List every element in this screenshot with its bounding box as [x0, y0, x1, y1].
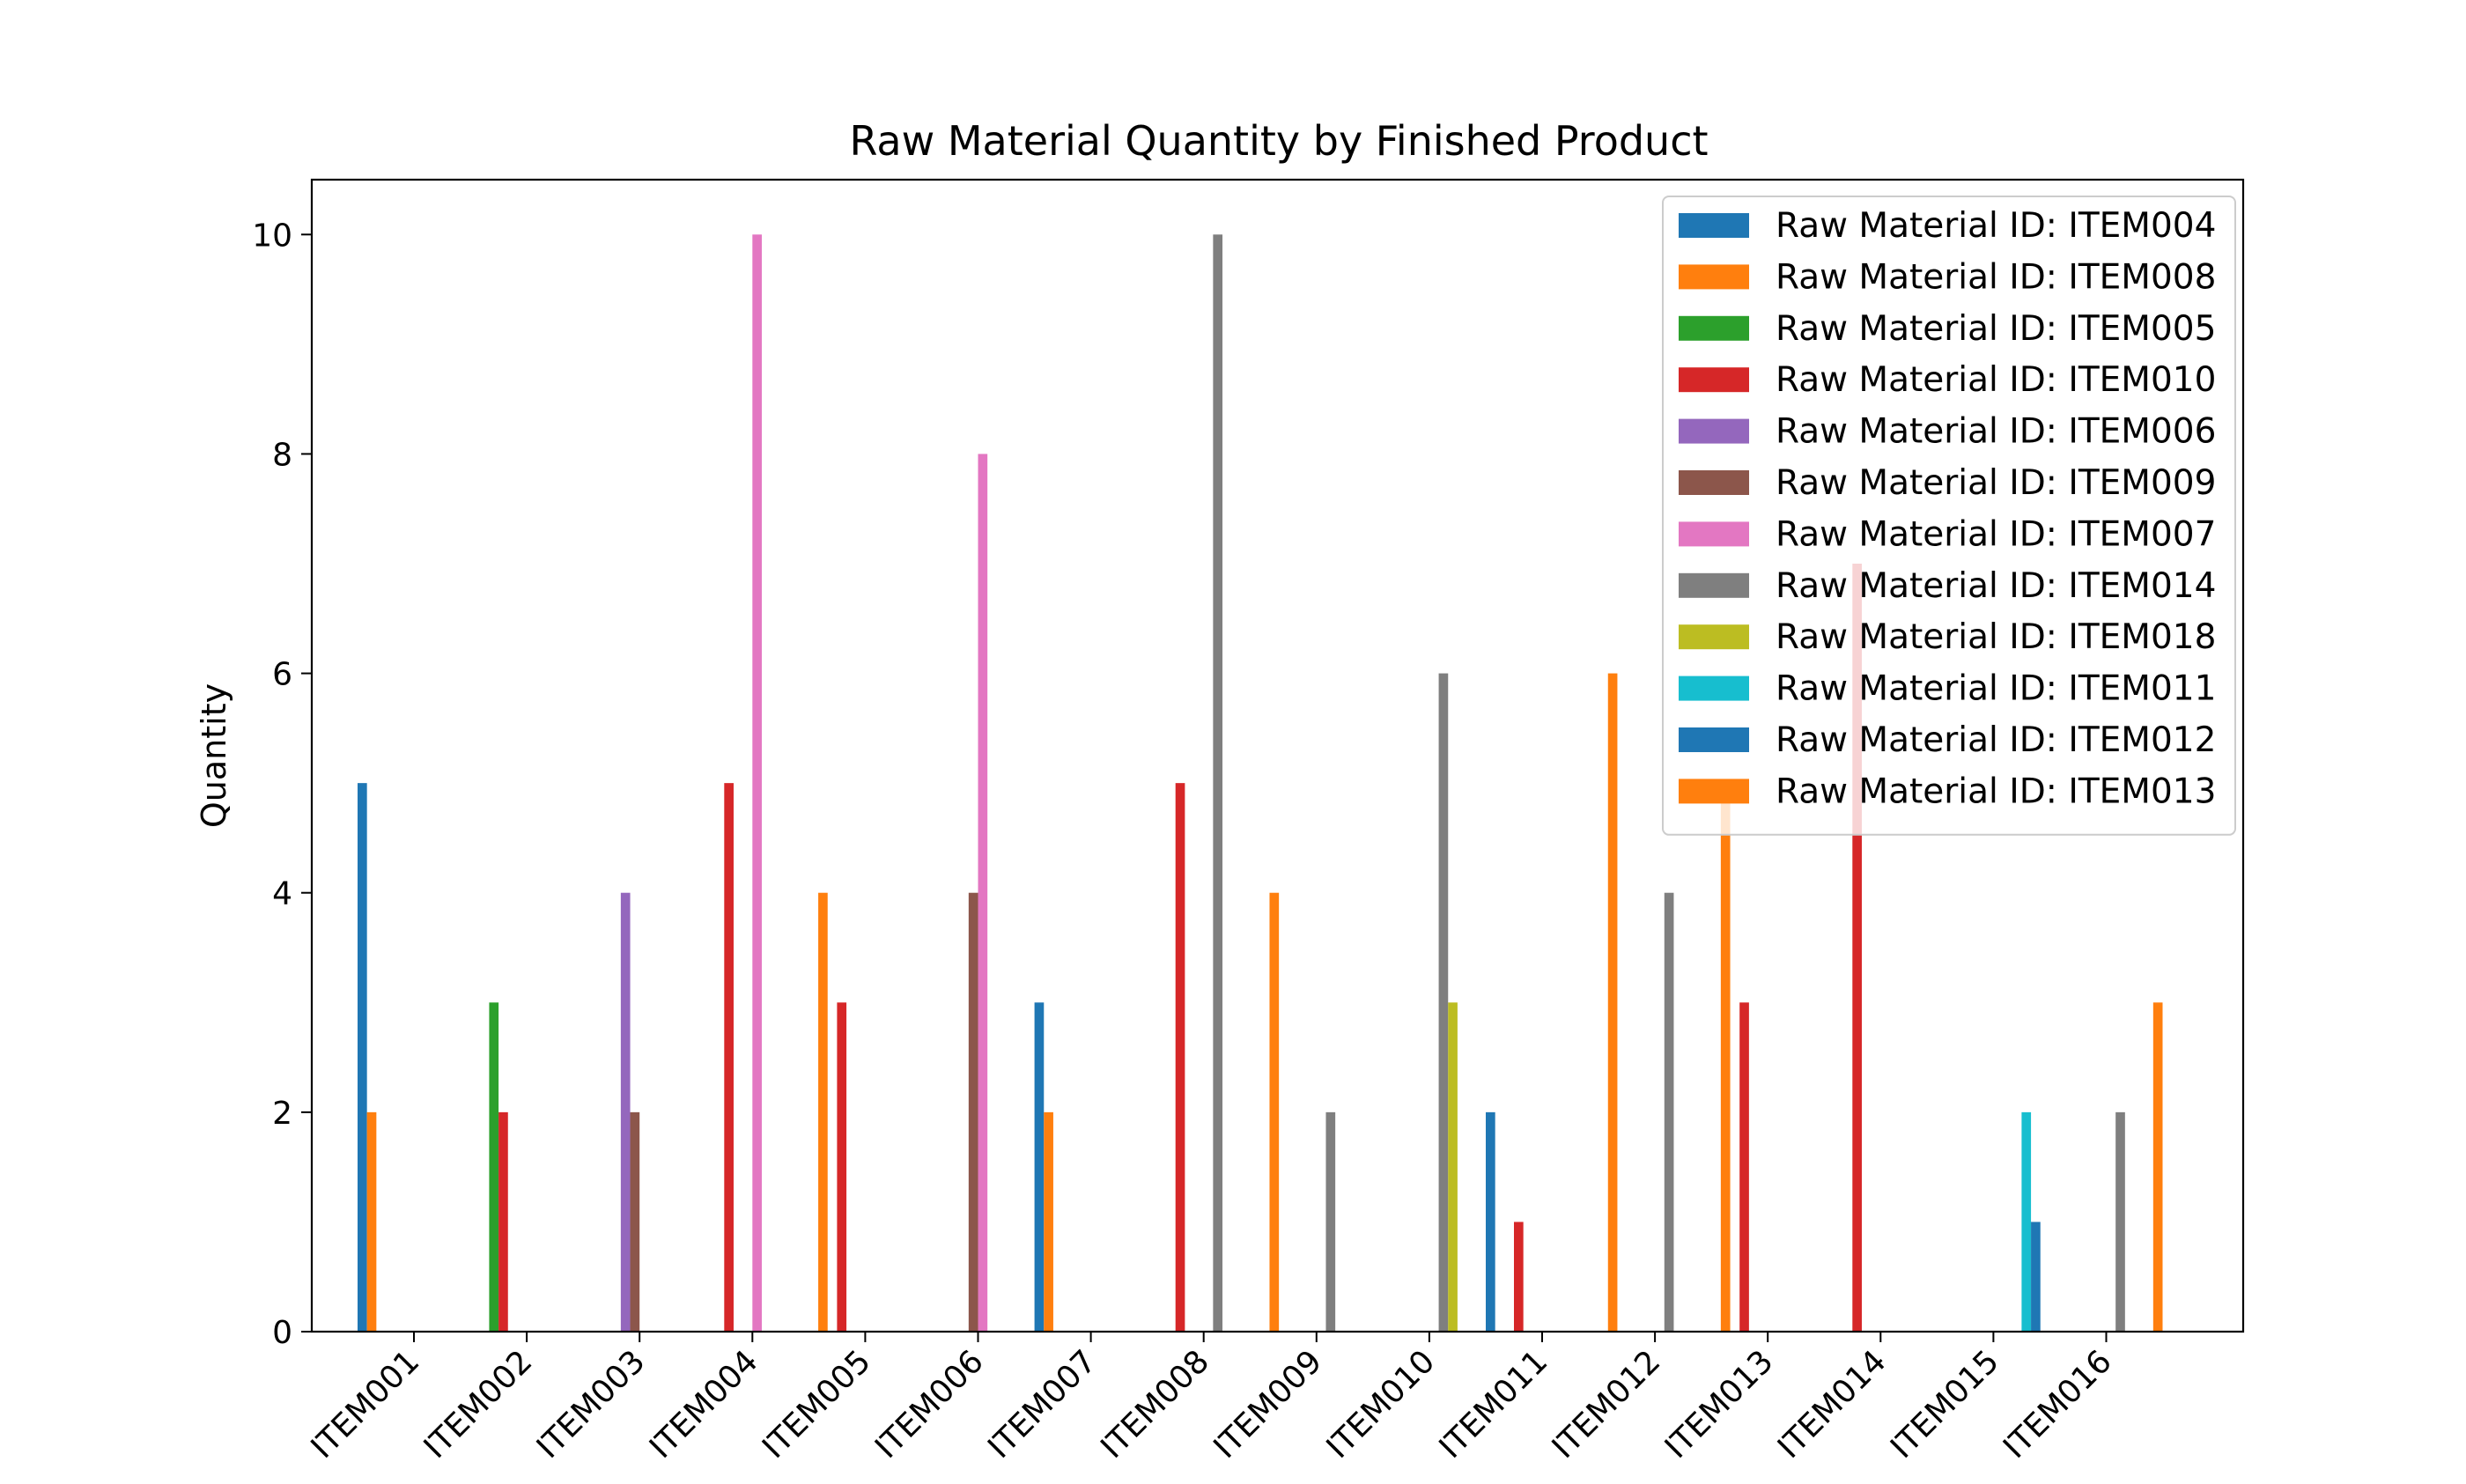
legend-label: Raw Material ID: ITEM004: [1776, 206, 2216, 246]
bar-item009-series-2: [1269, 892, 1280, 1332]
bar-item006-series-6: [968, 892, 978, 1332]
y-tick-label: 6: [272, 657, 292, 693]
bar-item012-series-2: [1607, 673, 1618, 1332]
legend: Raw Material ID: ITEM004 Raw Material ID:…: [1662, 196, 2236, 836]
bar-item003-series-5: [620, 892, 631, 1332]
legend-label: Raw Material ID: ITEM006: [1776, 412, 2216, 452]
legend-swatch: [1679, 264, 1749, 290]
legend-swatch: [1679, 213, 1749, 238]
legend-swatch: [1679, 470, 1749, 495]
y-tick-label: 10: [252, 218, 292, 254]
chart-title: Raw Material Quantity by Finished Produc…: [849, 117, 1708, 165]
legend-label: Raw Material ID: ITEM009: [1776, 463, 2216, 503]
y-tick-label: 4: [272, 876, 292, 912]
legend-label: Raw Material ID: ITEM014: [1776, 566, 2216, 606]
bar-item004-series-4: [724, 783, 734, 1332]
bar-item016-series-8: [2115, 1111, 2125, 1332]
legend-swatch: [1679, 315, 1749, 341]
bar-item002-series-4: [498, 1111, 508, 1332]
bar-item001-series-1: [358, 783, 367, 1332]
bars-layer: [358, 234, 2163, 1332]
y-tick-label: 8: [272, 437, 292, 473]
bar-item005-series-2: [818, 892, 828, 1332]
y-tick-label: 0: [272, 1315, 292, 1351]
bar-item012-series-8: [1664, 892, 1674, 1332]
legend-label: Raw Material ID: ITEM007: [1776, 514, 2216, 554]
bar-item010-series-8: [1438, 673, 1449, 1332]
legend-label: Raw Material ID: ITEM010: [1776, 360, 2216, 400]
legend-label: Raw Material ID: ITEM008: [1776, 257, 2216, 297]
bar-item015-series-10: [2021, 1111, 2032, 1332]
legend-label: Raw Material ID: ITEM013: [1776, 772, 2216, 811]
legend-swatch: [1679, 676, 1749, 701]
legend-swatch: [1679, 572, 1749, 598]
bar-item008-series-8: [1213, 234, 1223, 1332]
legend-swatch: [1679, 727, 1749, 752]
legend-label: Raw Material ID: ITEM018: [1776, 617, 2216, 657]
bar-item001-series-2: [366, 1111, 377, 1332]
legend-label: Raw Material ID: ITEM011: [1776, 669, 2216, 709]
bar-item007-series-1: [1034, 1002, 1045, 1332]
bar-item010-series-9: [1448, 1002, 1458, 1332]
plot-frame: [310, 178, 2245, 1333]
bar-item002-series-3: [489, 1002, 499, 1332]
legend-swatch: [1679, 418, 1749, 444]
legend-label: Raw Material ID: ITEM005: [1776, 309, 2216, 349]
bar-item007-series-2: [1044, 1111, 1053, 1332]
legend-label: Raw Material ID: ITEM012: [1776, 720, 2216, 760]
bar-item005-series-4: [837, 1002, 847, 1332]
legend-swatch: [1679, 624, 1749, 650]
y-axis-label: Quantity: [195, 683, 233, 828]
y-tick-label: 2: [272, 1096, 292, 1132]
bar-item013-series-2: [1720, 783, 1731, 1332]
bar-item011-series-4: [1514, 1222, 1524, 1332]
bar-item003-series-6: [630, 1111, 640, 1332]
legend-box: [1662, 196, 2236, 836]
legend-swatch: [1679, 367, 1749, 393]
bar-item011-series-1: [1486, 1111, 1495, 1332]
bar-item014-series-4: [1852, 564, 1862, 1332]
bar-item004-series-7: [752, 234, 762, 1332]
bar-item009-series-8: [1325, 1111, 1336, 1332]
bar-item006-series-7: [978, 454, 988, 1332]
bar-item008-series-4: [1175, 783, 1185, 1332]
bar-item016-series-12: [2152, 1002, 2163, 1332]
bar-item013-series-4: [1739, 1002, 1749, 1332]
legend-swatch: [1679, 521, 1749, 547]
legend-swatch: [1679, 779, 1749, 804]
bar-item015-series-11: [2031, 1222, 2041, 1332]
